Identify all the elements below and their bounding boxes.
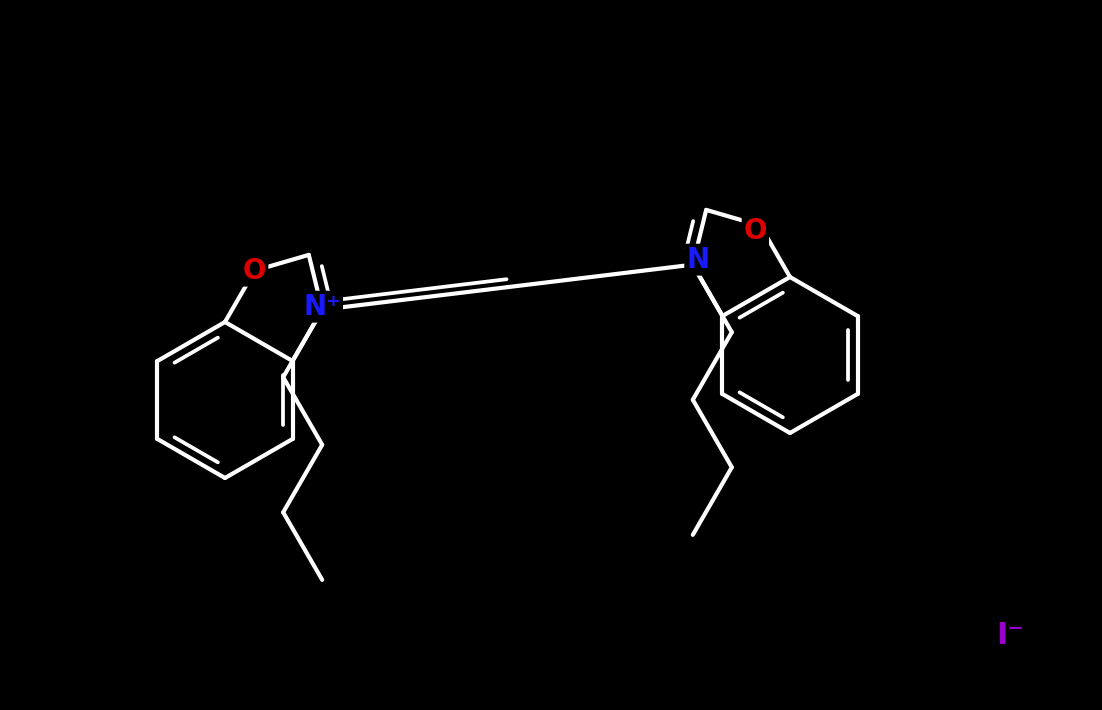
Text: O: O <box>744 217 767 245</box>
Text: O: O <box>242 256 267 285</box>
Text: I⁻: I⁻ <box>996 621 1024 650</box>
Text: N⁺: N⁺ <box>303 293 341 321</box>
Text: N: N <box>687 246 710 273</box>
